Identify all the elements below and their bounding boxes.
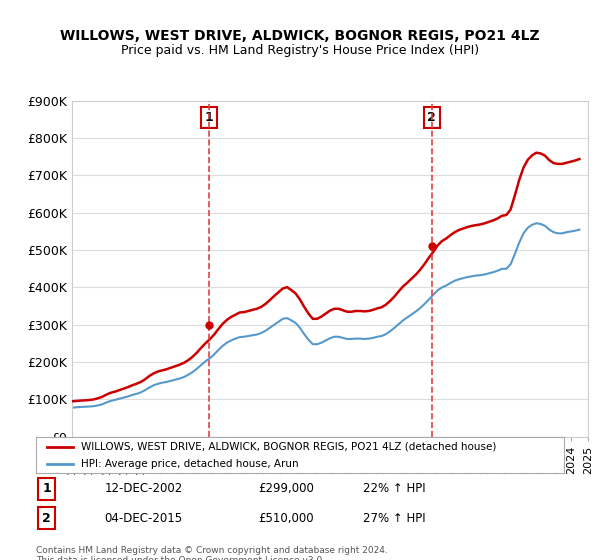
- Text: Contains HM Land Registry data © Crown copyright and database right 2024.
This d: Contains HM Land Registry data © Crown c…: [36, 546, 388, 560]
- Text: 1: 1: [205, 111, 213, 124]
- Text: 2: 2: [42, 512, 51, 525]
- Text: 2: 2: [427, 111, 436, 124]
- Text: 1: 1: [42, 482, 51, 496]
- Text: 27% ↑ HPI: 27% ↑ HPI: [364, 512, 426, 525]
- Text: WILLOWS, WEST DRIVE, ALDWICK, BOGNOR REGIS, PO21 4LZ (detached house): WILLOWS, WEST DRIVE, ALDWICK, BOGNOR REG…: [81, 442, 496, 452]
- Text: WILLOWS, WEST DRIVE, ALDWICK, BOGNOR REGIS, PO21 4LZ: WILLOWS, WEST DRIVE, ALDWICK, BOGNOR REG…: [60, 29, 540, 44]
- Text: HPI: Average price, detached house, Arun: HPI: Average price, detached house, Arun: [81, 459, 299, 469]
- Text: 04-DEC-2015: 04-DEC-2015: [104, 512, 183, 525]
- Text: 22% ↑ HPI: 22% ↑ HPI: [364, 482, 426, 496]
- Text: £510,000: £510,000: [258, 512, 313, 525]
- Text: Price paid vs. HM Land Registry's House Price Index (HPI): Price paid vs. HM Land Registry's House …: [121, 44, 479, 57]
- Text: 12-DEC-2002: 12-DEC-2002: [104, 482, 183, 496]
- Text: £299,000: £299,000: [258, 482, 314, 496]
